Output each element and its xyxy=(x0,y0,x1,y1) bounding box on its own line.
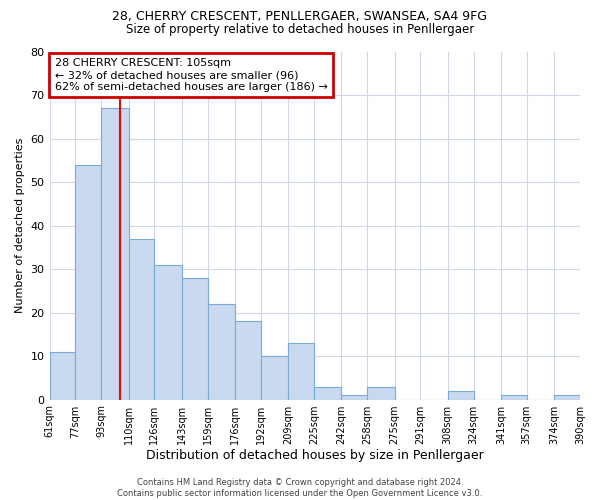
Bar xyxy=(76,164,101,400)
Bar xyxy=(235,322,261,400)
Bar xyxy=(448,391,473,400)
Bar xyxy=(501,395,527,400)
Bar xyxy=(554,395,580,400)
Bar xyxy=(288,343,314,400)
Bar xyxy=(341,395,367,400)
Bar xyxy=(208,304,235,400)
Bar xyxy=(261,356,288,400)
Y-axis label: Number of detached properties: Number of detached properties xyxy=(15,138,25,313)
Text: 28 CHERRY CRESCENT: 105sqm
← 32% of detached houses are smaller (96)
62% of semi: 28 CHERRY CRESCENT: 105sqm ← 32% of deta… xyxy=(55,58,328,92)
Bar xyxy=(101,108,128,400)
Bar xyxy=(367,386,395,400)
Text: 28, CHERRY CRESCENT, PENLLERGAER, SWANSEA, SA4 9FG: 28, CHERRY CRESCENT, PENLLERGAER, SWANSE… xyxy=(113,10,487,23)
Bar xyxy=(50,352,76,400)
Bar xyxy=(314,386,341,400)
Bar xyxy=(182,278,208,400)
Text: Contains HM Land Registry data © Crown copyright and database right 2024.
Contai: Contains HM Land Registry data © Crown c… xyxy=(118,478,482,498)
X-axis label: Distribution of detached houses by size in Penllergaer: Distribution of detached houses by size … xyxy=(146,450,484,462)
Text: Size of property relative to detached houses in Penllergaer: Size of property relative to detached ho… xyxy=(126,22,474,36)
Bar xyxy=(154,264,182,400)
Bar xyxy=(128,238,154,400)
